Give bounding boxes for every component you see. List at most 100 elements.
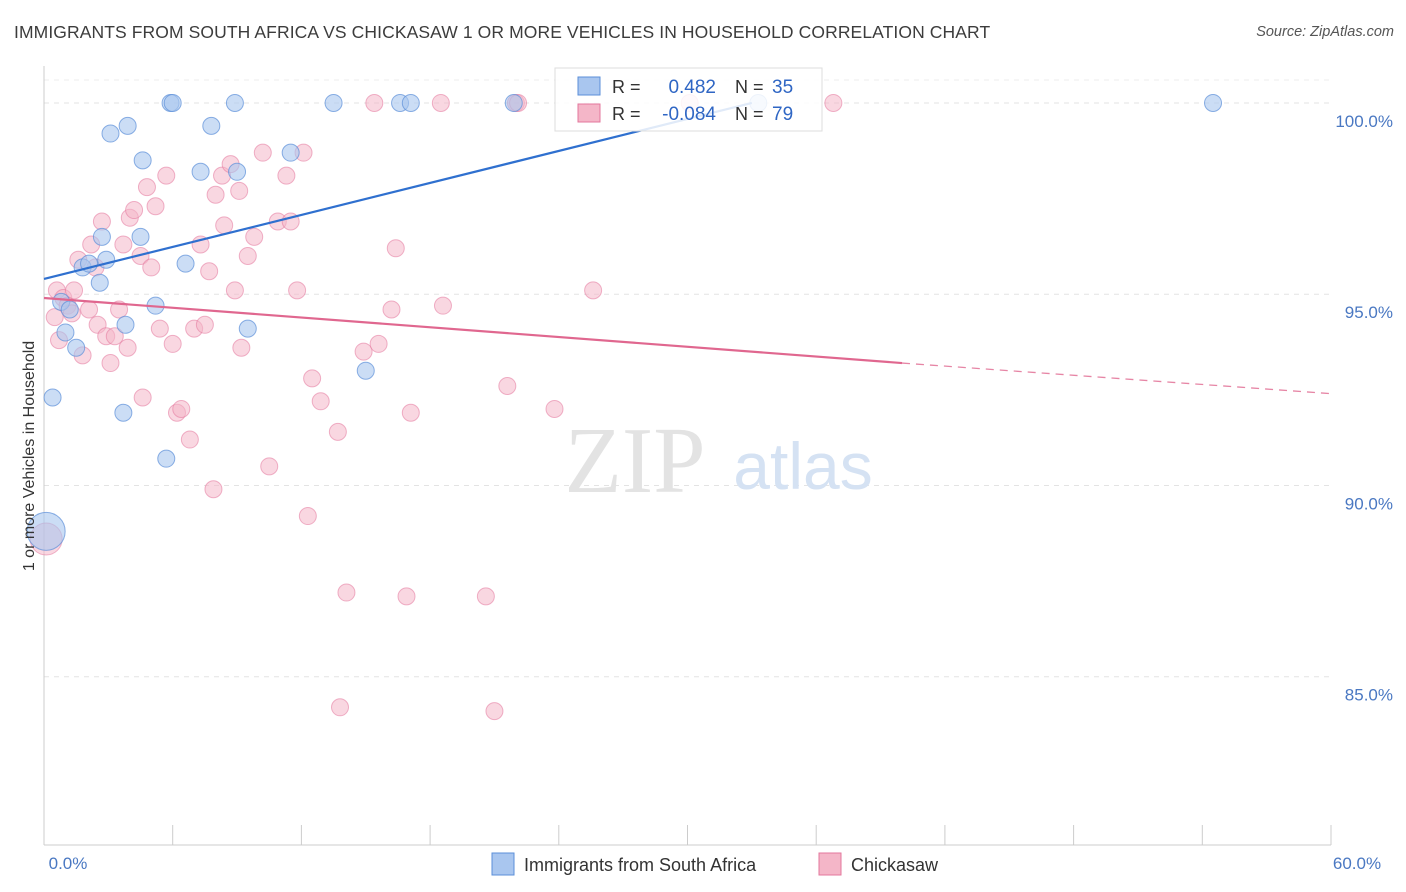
y-tick-label: 100.0% — [1335, 112, 1393, 131]
chickasaw-point — [195, 315, 214, 334]
south-africa-point — [60, 300, 79, 319]
chickasaw-point — [328, 422, 347, 441]
south-africa-point — [67, 338, 86, 357]
chickasaw-point — [232, 338, 251, 357]
chickasaw-point — [65, 281, 84, 300]
stats-n-value: 79 — [772, 104, 793, 125]
south-africa-point — [202, 116, 221, 135]
legend-swatch-south-africa — [491, 852, 515, 876]
trend-line-chickasaw-extension — [901, 362, 1332, 395]
south-africa-point — [56, 323, 75, 342]
chickasaw-point — [80, 300, 99, 319]
stats-swatch-south-africa — [577, 76, 601, 96]
south-africa-point — [90, 273, 109, 292]
south-africa-point — [1204, 93, 1223, 112]
stats-r-value: 0.482 — [668, 77, 716, 98]
x-tick-label-max: 60.0% — [1333, 854, 1381, 873]
chickasaw-point — [200, 262, 219, 281]
chickasaw-point — [146, 197, 165, 216]
chickasaw-point — [225, 281, 244, 300]
x-tick-label-min: 0.0% — [49, 854, 88, 873]
south-africa-point — [324, 93, 343, 112]
chickasaw-point — [105, 327, 124, 346]
chickasaw-point — [114, 235, 133, 254]
watermark-atlas: atlas — [733, 429, 872, 503]
stats-n-label: N = — [735, 104, 764, 124]
legend-label-chickasaw: Chickasaw — [851, 855, 939, 875]
trend-line-chickasaw — [43, 296, 903, 365]
legend: Immigrants from South Africa Chickasaw — [491, 852, 939, 876]
chart-title: IMMIGRANTS FROM SOUTH AFRICA VS CHICKASA… — [14, 22, 991, 42]
chickasaw-point — [110, 300, 129, 319]
y-tick-labels: 85.0% 90.0% 95.0% 100.0% — [1335, 112, 1393, 705]
series-chickasaw-points — [29, 93, 843, 721]
chickasaw-point — [485, 702, 504, 721]
chickasaw-point — [584, 281, 603, 300]
chickasaw-point — [101, 354, 120, 373]
watermark: ZIP atlas — [565, 409, 873, 513]
chickasaw-point — [142, 258, 161, 277]
chickasaw-point — [163, 334, 182, 353]
chickasaw-point — [45, 308, 64, 327]
chickasaw-point — [298, 507, 317, 526]
stats-box: R = 0.482 N = 35 R = -0.084 N = 79 — [554, 67, 823, 132]
south-africa-point — [228, 162, 247, 181]
legend-swatch-chickasaw — [818, 852, 842, 876]
chickasaw-point — [397, 587, 416, 606]
south-africa-point — [191, 162, 210, 181]
chickasaw-point — [206, 185, 225, 204]
y-axis-label: 1 or more Vehicles in Household — [21, 341, 38, 571]
chickasaw-point — [288, 281, 307, 300]
chickasaw-point — [118, 338, 137, 357]
chickasaw-point — [311, 392, 330, 411]
south-africa-point — [163, 93, 182, 112]
chickasaw-point — [157, 166, 176, 185]
stats-r-label: R = — [612, 77, 641, 97]
south-africa-point — [225, 93, 244, 112]
stats-r-label: R = — [612, 104, 641, 124]
chickasaw-point — [245, 227, 264, 246]
source-credit: Source: ZipAtlas.com — [1256, 24, 1394, 40]
series-south-africa-points — [26, 93, 1223, 551]
chickasaw-point — [401, 403, 420, 422]
stats-n-label: N = — [735, 77, 764, 97]
chickasaw-point — [365, 93, 384, 112]
chickasaw-point — [204, 480, 223, 499]
south-africa-point — [238, 319, 257, 338]
y-tick-label: 95.0% — [1345, 303, 1393, 322]
chickasaw-point — [125, 201, 144, 220]
y-tick-label: 90.0% — [1345, 494, 1393, 513]
chickasaw-point — [137, 178, 156, 197]
south-africa-point — [157, 449, 176, 468]
south-africa-point — [133, 151, 152, 170]
chickasaw-point — [386, 239, 405, 258]
chickasaw-point — [303, 369, 322, 388]
stats-n-value: 35 — [772, 77, 793, 98]
south-africa-point — [176, 254, 195, 273]
chickasaw-point — [337, 583, 356, 602]
south-africa-point — [401, 93, 420, 112]
chickasaw-point — [238, 246, 257, 265]
chickasaw-point — [92, 212, 111, 231]
south-africa-point — [26, 511, 66, 551]
south-africa-point — [92, 227, 111, 246]
south-africa-point — [43, 388, 62, 407]
trend-lines — [43, 101, 1332, 395]
stats-r-value: -0.084 — [662, 104, 716, 125]
chickasaw-point — [476, 587, 495, 606]
chickasaw-point — [180, 430, 199, 449]
south-africa-point — [118, 116, 137, 135]
south-africa-point — [116, 315, 135, 334]
south-africa-point — [281, 143, 300, 162]
chickasaw-point — [215, 216, 234, 235]
chickasaw-point — [150, 319, 169, 338]
y-tick-label: 85.0% — [1345, 686, 1393, 705]
chickasaw-point — [260, 457, 279, 476]
chickasaw-point — [545, 399, 564, 418]
legend-label-south-africa: Immigrants from South Africa — [524, 855, 757, 875]
chickasaw-point — [431, 93, 450, 112]
chickasaw-point — [354, 342, 373, 361]
watermark-zip: ZIP — [565, 409, 706, 513]
chickasaw-point — [498, 377, 517, 395]
